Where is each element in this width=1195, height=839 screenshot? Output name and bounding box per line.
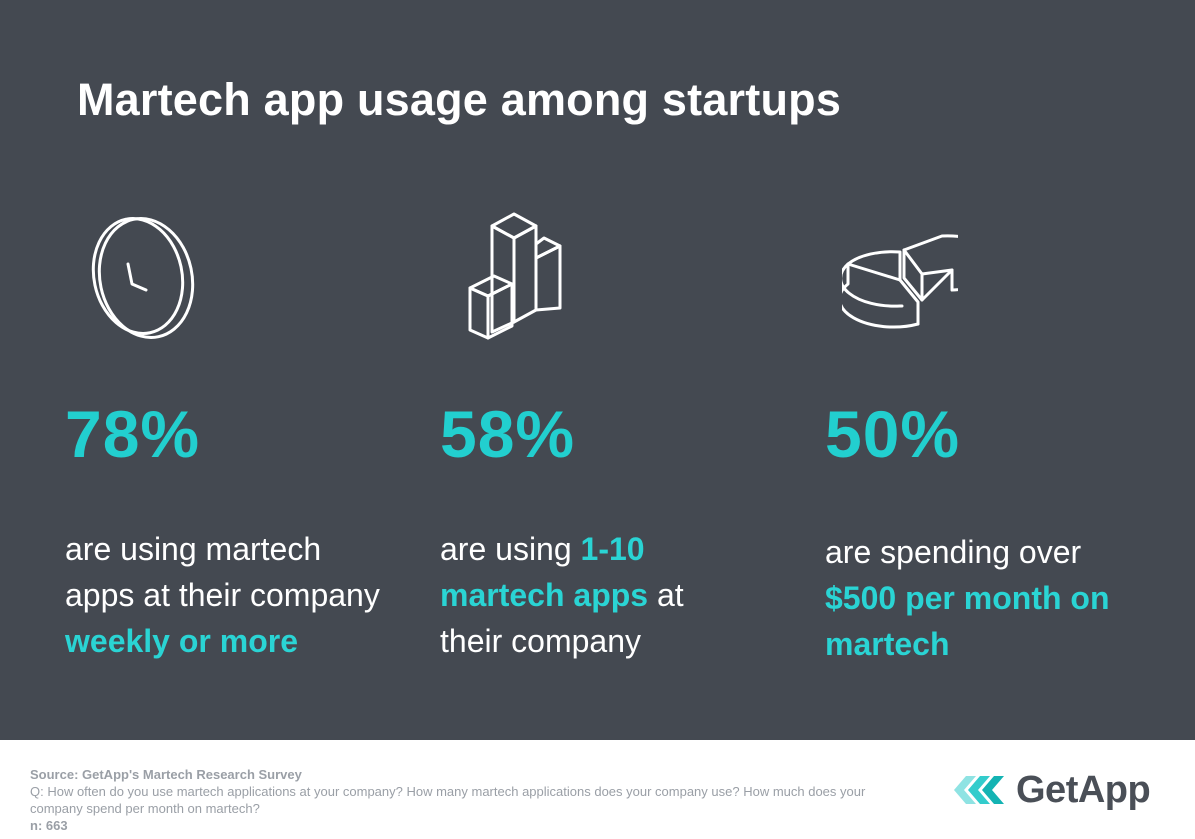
stat-value-weekly: 78%	[65, 397, 201, 471]
stat-description-weekly: are using martech apps at their company …	[65, 526, 395, 664]
stat-text-after: at their company	[440, 577, 684, 659]
stat-text: are using	[440, 531, 581, 567]
stat-highlight: 1-10 martech apps	[440, 531, 649, 613]
getapp-logo: GetApp	[952, 768, 1151, 812]
logo-text: GetApp	[1016, 768, 1151, 811]
page-title: Martech app usage among startups	[77, 74, 842, 125]
source-footer: Source: GetApp's Martech Research Survey…	[30, 766, 910, 834]
stat-highlight: $500 per month on martech	[825, 580, 1110, 662]
stat-text: are spending over	[825, 534, 1082, 570]
getapp-chevrons-icon	[954, 776, 1004, 804]
sample-size: n: 663	[30, 818, 68, 833]
stat-value-spend: 50%	[825, 397, 961, 471]
pie-chart-icon	[842, 230, 958, 330]
clock-icon	[88, 210, 196, 342]
stat-description-spend: are spending over $500 per month on mart…	[825, 529, 1155, 667]
source-line: Source: GetApp's Martech Research Survey	[30, 767, 302, 782]
bar-chart-icon	[466, 212, 564, 342]
stat-text: are using martech apps at their company	[65, 531, 380, 613]
stat-value-apps: 58%	[440, 397, 576, 471]
question-line: Q: How often do you use martech applicat…	[30, 784, 866, 816]
infographic-panel: Martech app usage among startups	[0, 0, 1195, 740]
stat-description-apps: are using 1-10 martech apps at their com…	[440, 526, 740, 664]
stat-highlight: weekly or more	[65, 623, 298, 659]
